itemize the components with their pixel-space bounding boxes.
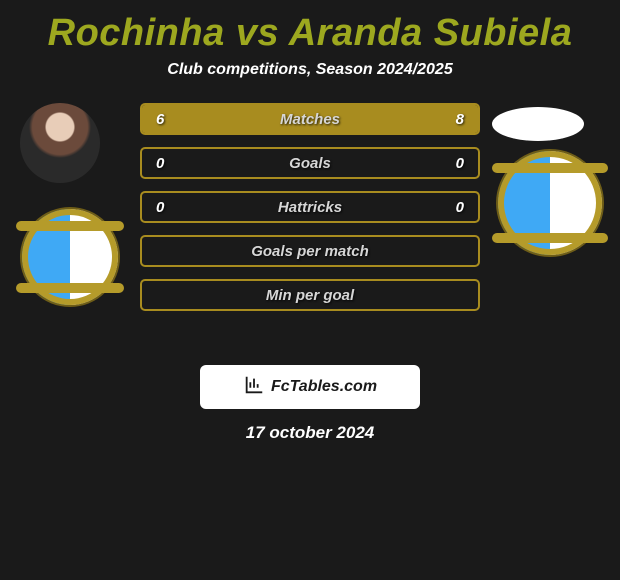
stat-row: Goals per match — [140, 235, 480, 267]
stat-row: 6 8 Matches — [140, 103, 480, 135]
snapshot-date: 17 october 2024 — [0, 423, 620, 443]
source-text: FcTables.com — [271, 378, 377, 396]
player-left-photo — [20, 103, 100, 183]
player-left-name: Rochinha — [48, 12, 225, 54]
player-right-photo — [492, 107, 584, 141]
stat-row: 0 0 Hattricks — [140, 191, 480, 223]
player-left-crest — [22, 209, 118, 305]
stat-value-left: 6 — [156, 111, 164, 128]
source-badge: FcTables.com — [200, 365, 420, 409]
stat-bars: 6 8 Matches 0 0 Goals 0 0 Hattricks Goals per mat… — [140, 103, 480, 323]
stat-value-right: 0 — [456, 155, 464, 172]
chart-icon — [243, 374, 265, 401]
vs-text: vs — [236, 12, 289, 54]
stat-row: 0 0 Goals — [140, 147, 480, 179]
player-right-name: Aranda Subiela — [289, 12, 573, 54]
page-title: Rochinha vs Aranda Subiela — [0, 0, 620, 61]
stat-value-left: 0 — [156, 199, 164, 216]
stat-label: Matches — [280, 111, 340, 128]
stat-value-right: 8 — [456, 111, 464, 128]
player-right-crest — [498, 151, 602, 255]
stat-value-right: 0 — [456, 199, 464, 216]
stat-label: Hattricks — [278, 199, 342, 216]
subtitle: Club competitions, Season 2024/2025 — [0, 61, 620, 79]
stat-label: Goals per match — [251, 243, 369, 260]
stat-value-left: 0 — [156, 155, 164, 172]
comparison-stage: 6 8 Matches 0 0 Goals 0 0 Hattricks Goals per mat… — [0, 103, 620, 363]
stat-label: Min per goal — [266, 287, 354, 304]
stat-row: Min per goal — [140, 279, 480, 311]
stat-label: Goals — [289, 155, 331, 172]
